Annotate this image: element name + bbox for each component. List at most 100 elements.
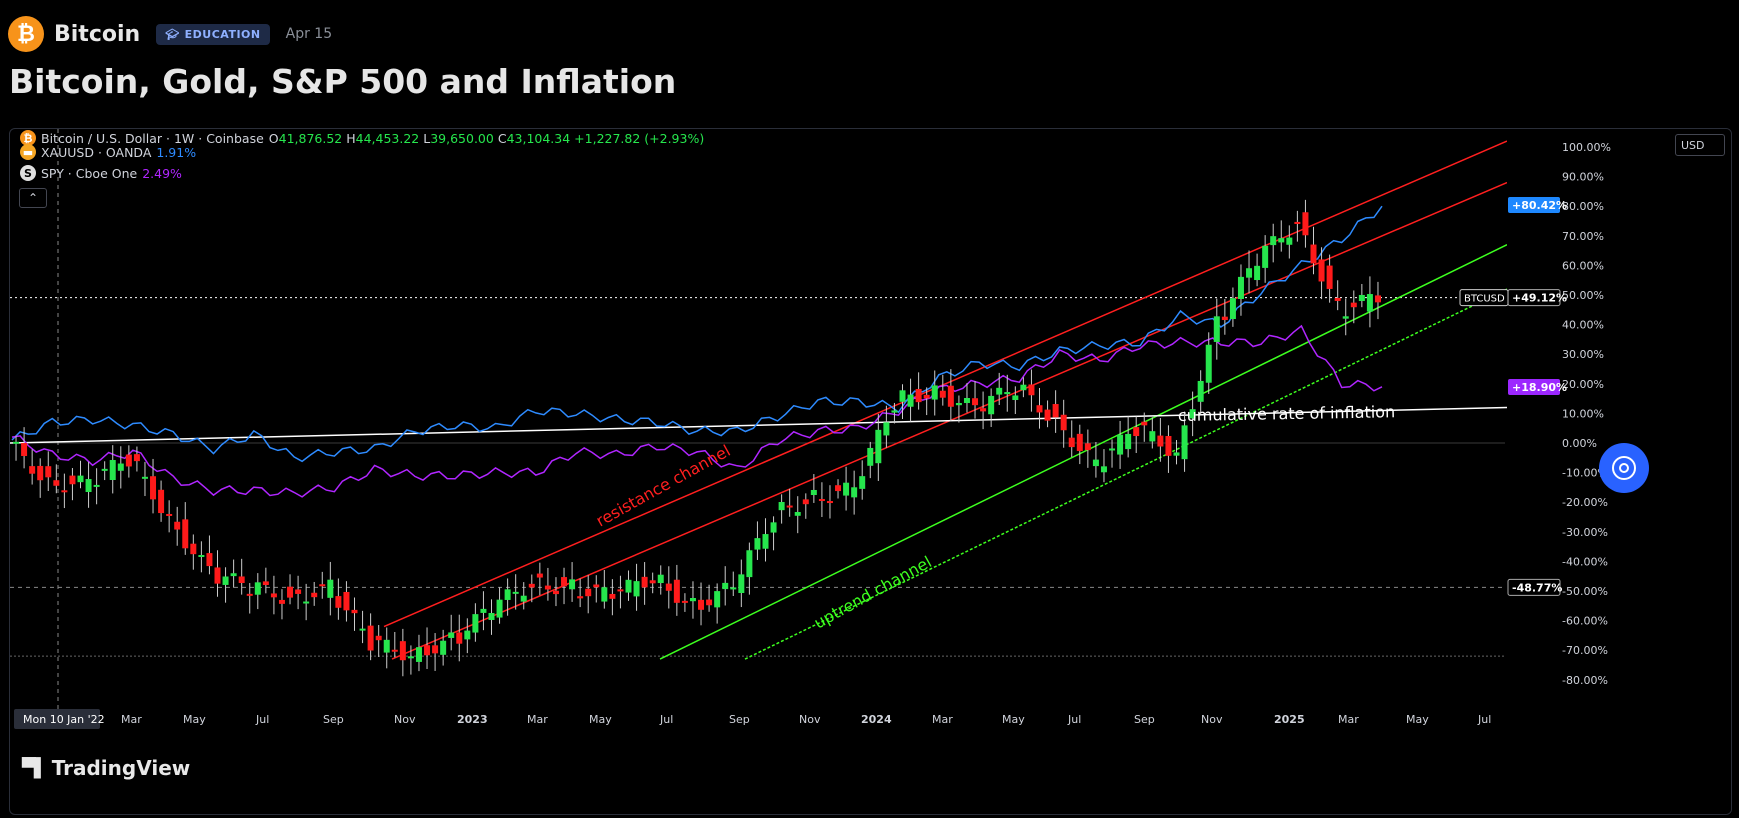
btc-candle[interactable] <box>681 600 688 603</box>
btc-candle[interactable] <box>1020 384 1027 391</box>
btc-candle[interactable] <box>1012 395 1019 401</box>
btc-candle[interactable] <box>569 579 576 590</box>
btc-candle[interactable] <box>1133 427 1140 437</box>
education-badge[interactable]: 🎓︎ EDUCATION <box>156 23 270 45</box>
btc-candle[interactable] <box>1229 298 1236 320</box>
btc-candle[interactable] <box>125 454 132 467</box>
btc-candle[interactable] <box>359 628 366 631</box>
btc-candle[interactable] <box>689 598 696 602</box>
btc-candle[interactable] <box>1358 294 1365 302</box>
btc-candle[interactable] <box>150 476 157 500</box>
replay-button[interactable] <box>1599 443 1649 493</box>
btc-candle[interactable] <box>1068 437 1075 448</box>
btc-candle[interactable] <box>722 582 729 590</box>
btc-candle[interactable] <box>1254 265 1261 281</box>
btc-candle[interactable] <box>440 640 447 655</box>
btc-candle[interactable] <box>899 390 906 402</box>
btc-candle[interactable] <box>77 475 84 483</box>
btc-candle[interactable] <box>1084 443 1091 451</box>
btc-candle[interactable] <box>335 596 342 608</box>
btc-candle[interactable] <box>1310 244 1317 264</box>
btc-candle[interactable] <box>1165 435 1172 456</box>
coin-name[interactable]: Bitcoin <box>54 21 141 47</box>
btc-candle[interactable] <box>1141 421 1148 426</box>
btc-candle[interactable] <box>754 538 761 550</box>
btc-candle[interactable] <box>53 480 60 486</box>
btc-candle[interactable] <box>21 443 28 457</box>
btc-candle[interactable] <box>182 519 189 549</box>
btc-candle[interactable] <box>698 599 705 610</box>
btc-candle[interactable] <box>464 630 471 640</box>
btc-candle[interactable] <box>1246 268 1253 278</box>
btc-candle[interactable] <box>528 583 535 588</box>
btc-candle[interactable] <box>1060 414 1067 431</box>
btc-candle[interactable] <box>1262 245 1269 268</box>
btc-candle[interactable] <box>1125 433 1132 450</box>
btc-candle[interactable] <box>222 576 229 585</box>
btc-candle[interactable] <box>29 466 36 474</box>
btc-candle[interactable] <box>448 632 455 638</box>
inflation-label[interactable]: cumulative rate of inflation <box>1178 402 1396 425</box>
resistance-channel-upper[interactable] <box>383 140 1508 628</box>
btc-candle[interactable] <box>883 422 890 436</box>
btc-candle[interactable] <box>1334 297 1341 301</box>
btc-candle[interactable] <box>85 479 92 493</box>
btc-candle[interactable] <box>544 585 551 590</box>
btc-candle[interactable] <box>1173 452 1180 456</box>
btc-candle[interactable] <box>1004 392 1011 395</box>
btc-candle[interactable] <box>907 394 914 407</box>
btc-candle[interactable] <box>633 581 640 597</box>
btc-candle[interactable] <box>1278 238 1285 243</box>
btc-candle[interactable] <box>1157 435 1164 447</box>
btc-candle[interactable] <box>375 635 382 641</box>
btc-candle[interactable] <box>625 579 632 593</box>
btc-candle[interactable] <box>996 387 1003 395</box>
btc-candle[interactable] <box>504 589 511 600</box>
btc-candle[interactable] <box>101 468 108 471</box>
bitcoin-logo-icon[interactable]: ₿ <box>8 16 44 52</box>
btc-candle[interactable] <box>141 476 148 479</box>
btc-candle[interactable] <box>552 590 559 595</box>
btc-candle[interactable] <box>480 608 487 613</box>
btc-candle[interactable] <box>262 581 269 585</box>
btc-candle[interactable] <box>1302 212 1309 236</box>
btc-candle[interactable] <box>835 485 842 492</box>
btc-candle[interactable] <box>303 601 310 604</box>
btc-candle[interactable] <box>1318 259 1325 282</box>
btc-candle[interactable] <box>1197 380 1204 402</box>
collapse-legend-button[interactable]: ⌃ <box>19 188 47 208</box>
btc-candle[interactable] <box>1326 265 1333 289</box>
btc-candle[interactable] <box>786 505 793 508</box>
btc-candle[interactable] <box>826 501 833 504</box>
btc-candle[interactable] <box>319 584 326 587</box>
btc-candle[interactable] <box>730 587 737 590</box>
btc-candle[interactable] <box>980 408 987 412</box>
btc-candle[interactable] <box>1149 431 1156 442</box>
btc-candle[interactable] <box>327 579 334 598</box>
btc-candle[interactable] <box>1189 409 1196 419</box>
btc-candle[interactable] <box>593 584 600 588</box>
btc-candle[interactable] <box>206 553 213 567</box>
btc-candle[interactable] <box>158 489 165 514</box>
spy-series-line[interactable] <box>11 324 1383 498</box>
btc-candle[interactable] <box>1366 294 1373 312</box>
btc-candle[interactable] <box>617 589 624 592</box>
btc-candle[interactable] <box>1109 448 1116 451</box>
btc-candle[interactable] <box>673 579 680 603</box>
btc-candle[interactable] <box>1286 237 1293 245</box>
btc-candle[interactable] <box>867 447 874 466</box>
resistance-channel-label[interactable]: resistance channel <box>593 441 734 531</box>
btc-candle[interactable] <box>561 577 568 587</box>
btc-candle[interactable] <box>923 394 930 399</box>
btc-candle[interactable] <box>254 582 261 595</box>
btc-candle[interactable] <box>972 398 979 406</box>
btc-candle[interactable] <box>1092 459 1099 467</box>
btc-candle[interactable] <box>391 649 398 652</box>
btc-candle[interactable] <box>843 482 850 496</box>
btc-candle[interactable] <box>851 487 858 498</box>
btc-candle[interactable] <box>1374 295 1381 303</box>
chart-svg[interactable]: resistance channel uptrend channel cumulat… <box>10 129 1731 814</box>
btc-candle[interactable] <box>45 466 52 478</box>
btc-candle[interactable] <box>1100 466 1107 473</box>
btc-candle[interactable] <box>278 599 285 604</box>
